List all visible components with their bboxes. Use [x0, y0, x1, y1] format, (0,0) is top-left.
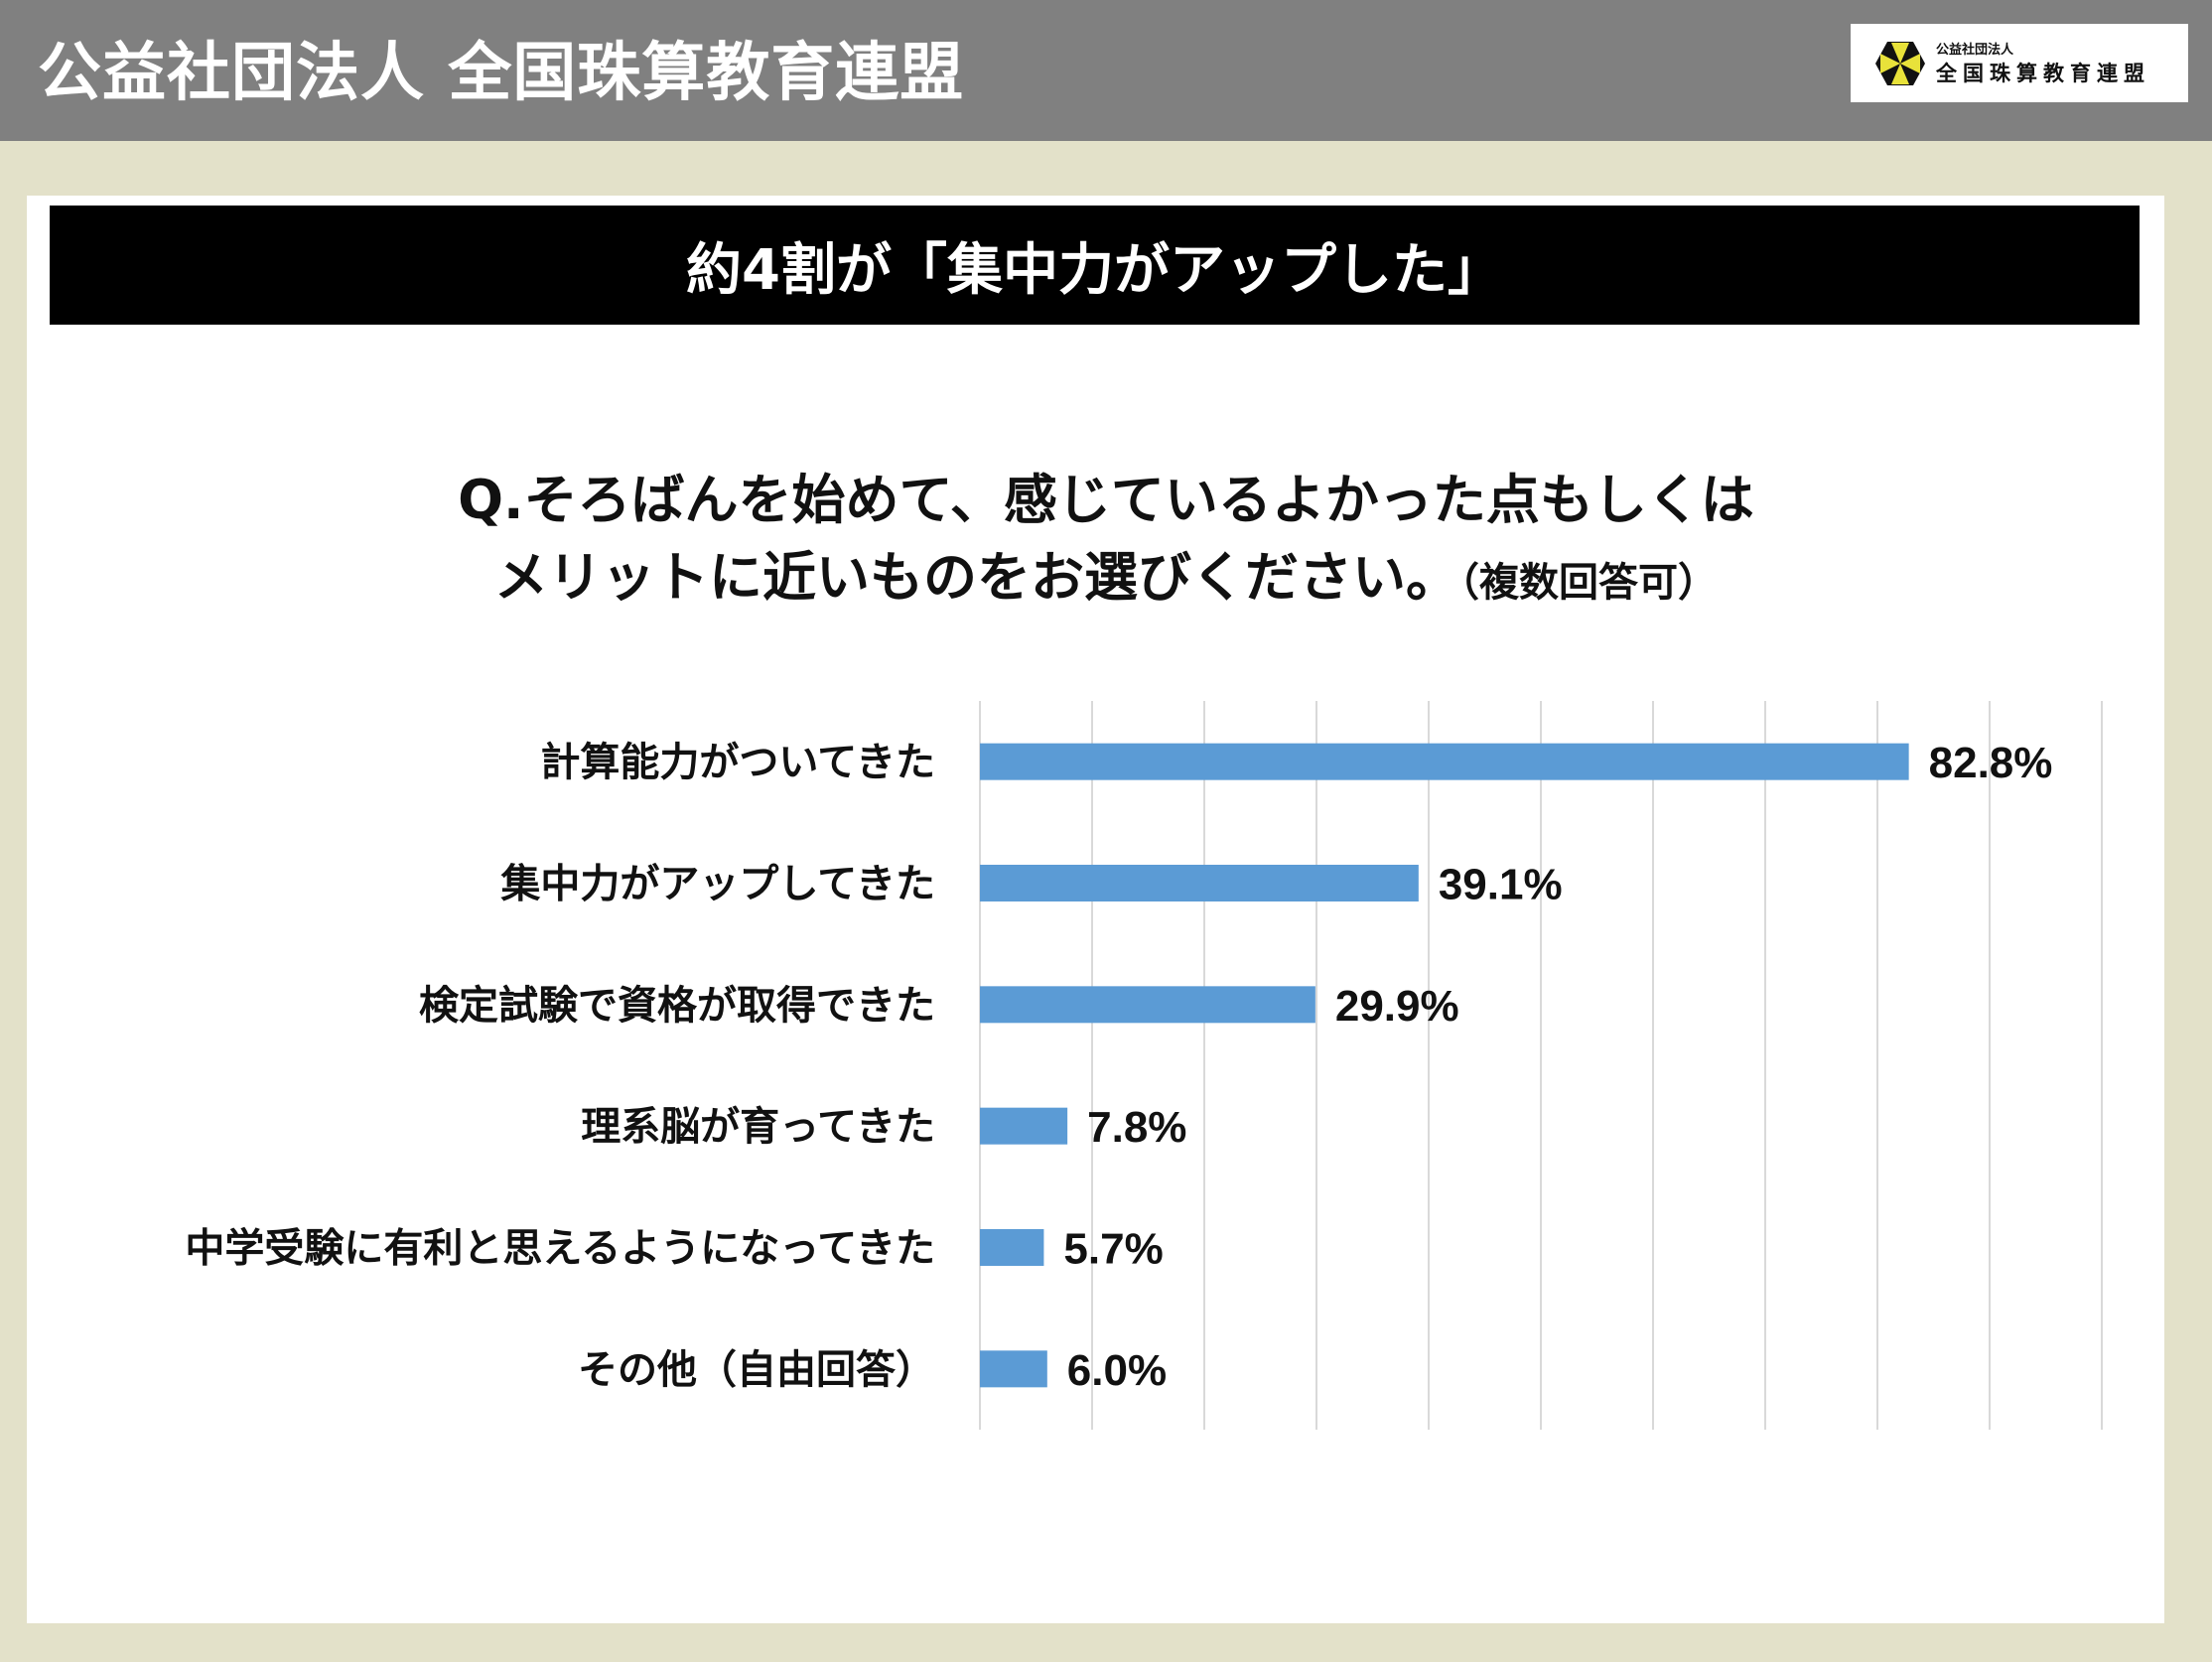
bar: [980, 1107, 1068, 1145]
content-panel: [27, 196, 2164, 1623]
logo: 公益社団法人 全国珠算教育連盟: [1851, 24, 2188, 102]
category-label: 計算能力がついてきた: [540, 740, 935, 785]
category-label: 中学受験に有利と思えるようになってきた: [185, 1226, 935, 1272]
bar: [980, 1350, 1047, 1388]
question: Q.そろばんを始めて、感じているよかった点もしくは メリットに近いものをお選びく…: [0, 462, 2212, 622]
category-label: 集中力がアップしてきた: [499, 862, 935, 907]
question-note: （複数回答可）: [1459, 560, 1718, 606]
org-name: 公益社団法人 全国珠算教育連盟: [38, 37, 965, 110]
abacus-hexagon-logo-icon: [1875, 41, 1925, 85]
question-line-1: Q.そろばんを始めて、感じているよかった点もしくは: [458, 469, 1754, 531]
data-label: 7.8%: [1087, 1103, 1186, 1152]
data-label: 6.0%: [1067, 1346, 1167, 1395]
data-label: 5.7%: [1063, 1225, 1163, 1274]
bar: [980, 865, 1419, 901]
category-label: その他（自由回答）: [578, 1347, 935, 1393]
data-label: 39.1%: [1439, 861, 1563, 909]
data-label: 29.9%: [1335, 982, 1459, 1031]
header-bar: 公益社団法人 全国珠算教育連盟 公益社団法人 全国珠算教育連盟: [0, 0, 2212, 141]
banner-title: 約4割が「集中力がアップした」: [50, 206, 2140, 325]
bar: [980, 743, 1909, 780]
logo-small-text: 公益社団法人: [1936, 43, 2014, 58]
category-label: 検定試験で資格が取得できた: [419, 983, 935, 1029]
data-label: 82.8%: [1929, 739, 2053, 787]
question-line-2: メリットに近いものをお選びください。: [494, 546, 1459, 609]
bar: [980, 986, 1315, 1024]
logo-large-text: 全国珠算教育連盟: [1936, 61, 2150, 85]
category-label: 理系脳が育ってきた: [581, 1104, 935, 1150]
bar: [980, 1229, 1044, 1266]
